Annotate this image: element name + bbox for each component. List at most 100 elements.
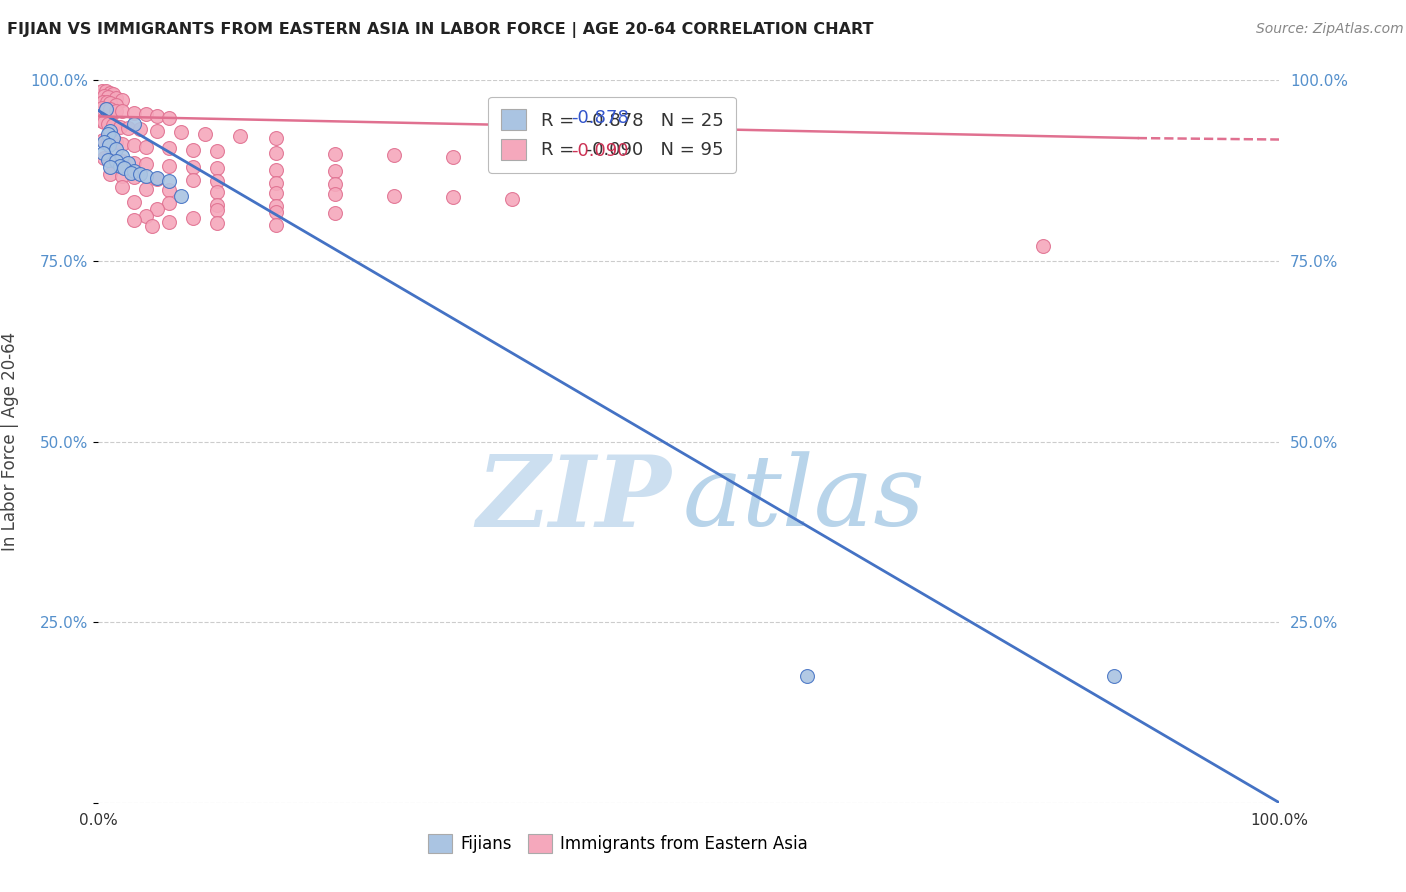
Point [94, 102, 117, 116]
Point [181, 160, 204, 174]
Point [98, 86, 121, 100]
Point [121, 166, 143, 180]
Point [111, 149, 134, 163]
Point [122, 163, 145, 178]
Point [97, 134, 120, 148]
Point [111, 103, 134, 118]
Point [122, 105, 145, 120]
Point [93, 89, 115, 103]
Point [98, 124, 121, 138]
Point [135, 182, 157, 196]
Point [141, 219, 163, 234]
Point [1102, 669, 1125, 683]
Point [194, 128, 217, 142]
Point [93, 115, 115, 129]
Point [91, 95, 114, 109]
Point [96, 95, 118, 109]
Point [264, 199, 287, 213]
Point [108, 159, 131, 173]
Point [122, 155, 145, 169]
Point [146, 170, 169, 185]
Point [441, 190, 464, 204]
Point [323, 164, 346, 178]
Point [122, 170, 145, 185]
Text: -0.878: -0.878 [571, 109, 628, 127]
Point [101, 87, 124, 101]
Point [111, 169, 134, 183]
Point [98, 138, 121, 153]
Point [146, 171, 169, 186]
Y-axis label: In Labor Force | Age 20-64: In Labor Force | Age 20-64 [1, 332, 18, 551]
Point [323, 206, 346, 220]
Point [135, 157, 157, 171]
Point [135, 107, 157, 121]
Point [112, 161, 135, 176]
Point [205, 197, 228, 211]
Point [323, 187, 346, 202]
Point [135, 209, 157, 223]
Text: FIJIAN VS IMMIGRANTS FROM EASTERN ASIA IN LABOR FORCE | AGE 20-64 CORRELATION CH: FIJIAN VS IMMIGRANTS FROM EASTERN ASIA I… [7, 22, 873, 38]
Point [94, 102, 117, 116]
Point [157, 141, 180, 155]
Point [105, 154, 128, 169]
Point [157, 159, 180, 173]
Point [117, 120, 139, 135]
Point [91, 101, 114, 115]
Point [91, 145, 114, 160]
Point [157, 196, 180, 211]
Point [264, 145, 287, 160]
Point [105, 103, 128, 118]
Point [323, 178, 346, 192]
Point [93, 135, 115, 149]
Point [264, 162, 287, 177]
Point [170, 189, 193, 203]
Point [98, 160, 121, 174]
Point [122, 138, 145, 153]
Point [97, 128, 120, 142]
Point [264, 176, 287, 190]
Point [111, 180, 134, 194]
Point [382, 189, 405, 203]
Point [101, 118, 124, 132]
Point [98, 102, 121, 116]
Text: Source: ZipAtlas.com: Source: ZipAtlas.com [1256, 22, 1403, 37]
Point [98, 153, 121, 167]
Point [181, 211, 204, 225]
Text: ZIP: ZIP [477, 451, 671, 548]
Point [205, 216, 228, 230]
Point [157, 111, 180, 125]
Point [117, 156, 139, 170]
Point [264, 186, 287, 200]
Point [111, 136, 134, 151]
Point [501, 192, 523, 206]
Point [135, 169, 157, 183]
Point [264, 204, 287, 219]
Point [135, 140, 157, 154]
Point [181, 143, 204, 157]
Point [122, 213, 145, 227]
Point [1032, 239, 1054, 253]
Point [105, 142, 128, 156]
Point [97, 117, 120, 131]
Point [97, 90, 120, 104]
Point [105, 136, 128, 150]
Point [157, 215, 180, 229]
Point [205, 203, 228, 218]
Point [157, 174, 180, 188]
Point [97, 153, 120, 167]
Point [796, 669, 818, 683]
Point [229, 128, 252, 143]
Text: atlas: atlas [683, 451, 925, 547]
Point [181, 173, 204, 187]
Point [98, 167, 121, 181]
Point [111, 93, 134, 107]
Point [323, 147, 346, 161]
Point [146, 110, 169, 124]
Point [441, 150, 464, 164]
Point [105, 98, 128, 112]
Point [205, 161, 228, 176]
Point [122, 117, 145, 131]
Point [93, 151, 115, 165]
Point [205, 144, 228, 158]
Legend: Fijians, Immigrants from Eastern Asia: Fijians, Immigrants from Eastern Asia [422, 827, 814, 860]
